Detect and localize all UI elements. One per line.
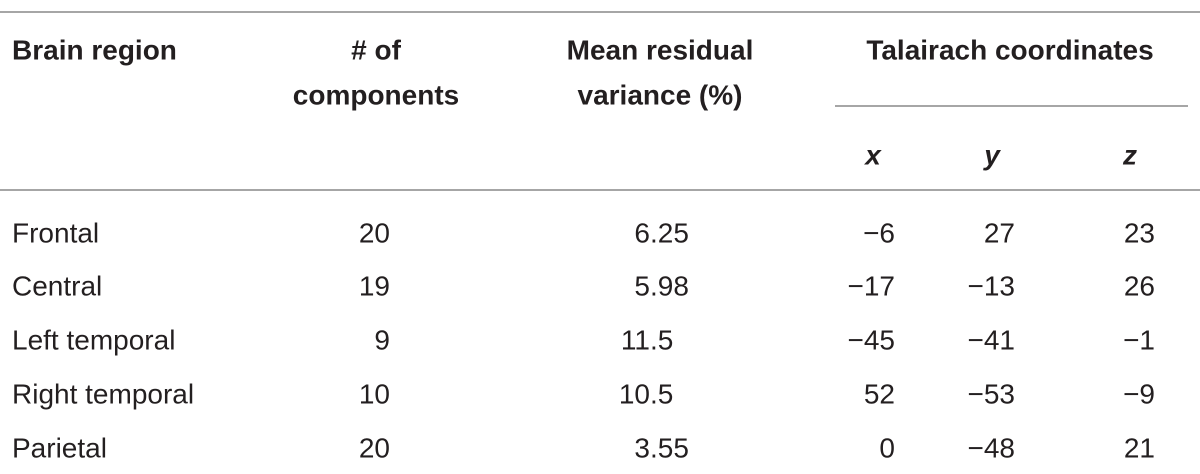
cell: 52 [864,378,895,409]
axis-header: x [863,139,882,170]
header-cell: variance (%) [578,79,743,110]
cell: 9 [374,324,390,355]
axis-header: y [982,139,1001,170]
header-cell: Brain region [12,34,177,65]
header-cell: # of [351,34,401,65]
cell: 26 [1124,270,1155,301]
cell: 0 [879,432,895,463]
row-label: Central [12,270,102,301]
header-cell: Mean residual [567,34,754,65]
cell: 20 [359,217,390,248]
cell: 27 [984,217,1015,248]
cell: 10 [359,378,390,409]
header-cell: components [293,79,459,110]
cell: −48 [968,432,1016,463]
row-label: Right temporal [12,378,194,409]
cell: 3.55 [634,432,689,463]
row-label: Frontal [12,217,99,248]
cell: 23 [1124,217,1155,248]
cell: −13 [968,270,1016,301]
cell: −6 [863,217,895,248]
cell: 19 [359,270,390,301]
cell: −17 [848,270,896,301]
cell: 6.25 [634,217,689,248]
cell: 5.98 [634,270,689,301]
row-label: Parietal [12,432,107,463]
cell: −53 [968,378,1016,409]
cell: −45 [848,324,896,355]
cell: 10.5 [619,378,674,409]
axis-header: z [1122,139,1137,170]
cell: −1 [1123,324,1155,355]
header-cell: Talairach coordinates [866,34,1153,65]
row-label: Left temporal [12,324,175,355]
cell: 11.5 [621,324,673,355]
cell: 20 [359,432,390,463]
cell: −41 [968,324,1016,355]
cell: −9 [1123,378,1155,409]
cell: 21 [1124,432,1155,463]
